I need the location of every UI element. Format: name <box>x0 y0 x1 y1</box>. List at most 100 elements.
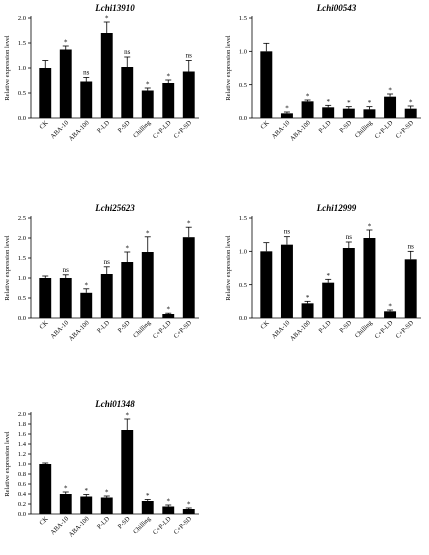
y-axis-label: Relative expression level <box>225 235 232 301</box>
significance-label: ns <box>83 69 90 77</box>
x-tick-label: C+P-SD <box>173 319 194 340</box>
bar-ABA-100 <box>301 101 314 118</box>
y-tick-label: 2.0 <box>18 411 26 418</box>
y-tick-label: 0.0 <box>239 115 247 122</box>
chart-panel-2: Lchi00543 Relative expression level 0.0 0.5… <box>225 3 421 143</box>
significance-label: * <box>146 492 150 500</box>
bar-C+P-SD <box>404 259 417 318</box>
x-tick-label: ABA-100 <box>68 319 91 342</box>
bar-Chilling <box>141 252 154 318</box>
bar-Chilling <box>363 109 376 118</box>
bar-ABA-100 <box>80 292 93 318</box>
significance-label: ns <box>408 242 415 250</box>
y-tick-label: 0.6 <box>18 481 27 488</box>
x-tick-label: CK <box>38 119 50 131</box>
significance-label: * <box>409 99 413 107</box>
x-tick-label: C+P-LD <box>152 119 173 140</box>
x-tick-label: CK <box>38 319 50 331</box>
significance-label: * <box>347 99 351 107</box>
y-tick-label: 1.5 <box>18 40 26 47</box>
x-tick-label: Chilling <box>132 319 153 340</box>
significance-label: * <box>326 272 330 280</box>
bar-P-LD <box>100 33 113 118</box>
x-tick-label: CK <box>259 319 271 331</box>
significance-label: * <box>388 303 392 311</box>
x-tick-label: C+P-SD <box>173 515 194 536</box>
significance-label: * <box>105 489 109 497</box>
y-axis-label: Relative expression level <box>4 235 11 301</box>
y-tick-label: 1.0 <box>18 461 26 468</box>
x-tick-label: ABA-100 <box>289 319 312 342</box>
bar-C+P-SD <box>404 108 417 118</box>
y-tick-label: 1.5 <box>239 215 247 222</box>
significance-label: * <box>187 501 191 509</box>
x-tick-label: P-SD <box>117 119 132 134</box>
x-tick-label: CK <box>259 119 271 131</box>
bar-C+P-LD <box>162 314 175 318</box>
bar-P-LD <box>322 282 335 318</box>
x-tick-label: Chilling <box>354 119 375 140</box>
bar-P-LD <box>100 497 113 514</box>
bar-C+P-SD <box>182 71 195 118</box>
bar-CK <box>260 251 273 318</box>
bar-P-SD <box>342 248 355 318</box>
chart-panel-5: Lchi01348 Relative expression level 0.0 0.2… <box>4 399 199 539</box>
bar-CK <box>39 278 52 318</box>
bar-P-SD <box>342 108 355 118</box>
y-tick-label: 2.0 <box>18 15 26 22</box>
bar-Chilling <box>141 90 154 118</box>
significance-label: ns <box>104 258 111 266</box>
significance-label: * <box>368 99 372 107</box>
bar-P-LD <box>100 274 113 318</box>
y-tick-label: 1.8 <box>18 421 26 428</box>
significance-label: * <box>306 93 310 101</box>
x-tick-label: C+P-SD <box>395 119 416 140</box>
bar-C+P-SD <box>182 509 195 514</box>
significance-label: * <box>64 39 68 47</box>
x-tick-label: P-SD <box>338 319 353 334</box>
x-tick-label: P-LD <box>96 515 111 530</box>
significance-label: ns <box>63 266 70 274</box>
significance-label: * <box>187 220 191 228</box>
y-tick-label: 0.0 <box>239 315 247 322</box>
bar-C+P-LD <box>384 311 397 318</box>
y-tick-label: 0.5 <box>239 82 247 89</box>
x-tick-label: P-LD <box>96 119 111 134</box>
x-tick-label: ABA-100 <box>68 515 91 538</box>
bar-ABA-100 <box>80 81 93 118</box>
significance-label: * <box>126 245 130 253</box>
y-tick-label: 0.4 <box>18 491 27 498</box>
bar-ABA-10 <box>280 244 293 318</box>
significance-label: * <box>146 81 150 89</box>
significance-label: * <box>306 294 310 302</box>
bar-P-SD <box>121 67 134 118</box>
significance-label: * <box>126 412 130 420</box>
bar-C+P-LD <box>162 506 175 514</box>
x-tick-label: C+P-SD <box>173 119 194 140</box>
chart-panel-4: Lchi12999 Relative expression level 0.0 0.5… <box>225 203 421 343</box>
y-tick-label: 1.0 <box>239 249 247 256</box>
y-tick-label: 1.6 <box>18 431 27 438</box>
bar-ABA-10 <box>59 494 72 514</box>
x-tick-label: P-LD <box>317 319 332 334</box>
significance-label: * <box>85 281 89 289</box>
significance-label: ns <box>186 52 193 60</box>
significance-label: * <box>167 306 171 314</box>
bar-CK <box>39 68 52 118</box>
bar-C+P-LD <box>384 96 397 118</box>
y-tick-label: 1.5 <box>18 255 26 262</box>
x-tick-label: P-LD <box>96 319 111 334</box>
bar-ABA-10 <box>59 49 72 118</box>
y-tick-label: 1.5 <box>239 15 247 22</box>
significance-label: * <box>167 498 171 506</box>
bar-Chilling <box>363 238 376 318</box>
y-tick-label: 1.2 <box>18 451 26 458</box>
bar-ABA-100 <box>80 496 93 514</box>
x-tick-label: ABA-100 <box>289 119 312 142</box>
bar-C+P-SD <box>182 237 195 318</box>
x-tick-label: C+P-LD <box>152 319 173 340</box>
x-tick-label: ABA-100 <box>68 119 91 142</box>
x-tick-label: P-SD <box>117 515 132 530</box>
